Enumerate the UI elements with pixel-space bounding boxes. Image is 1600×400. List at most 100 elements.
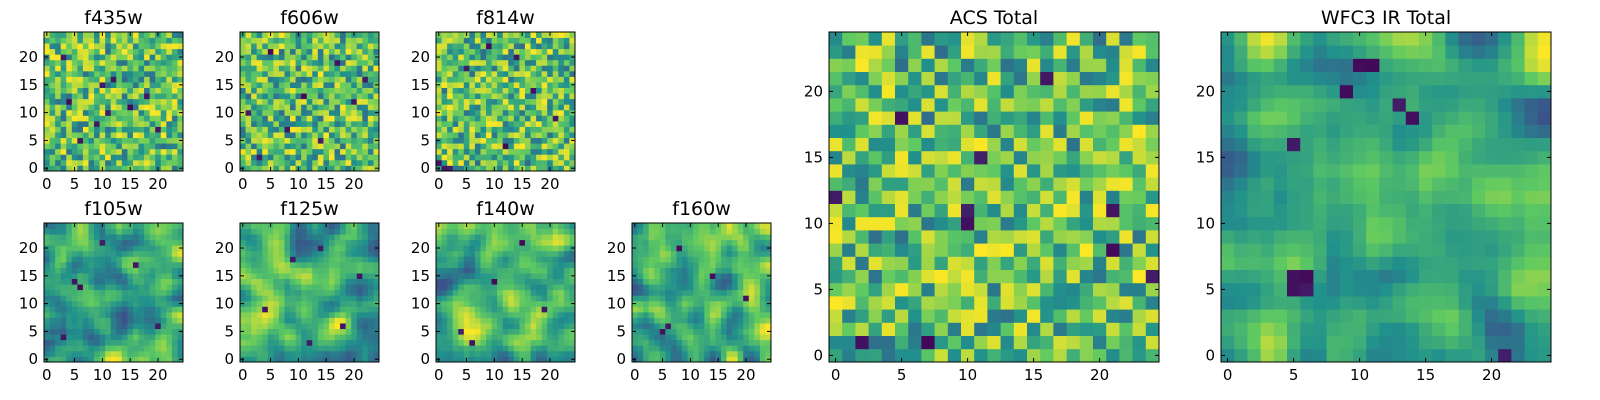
heatmap-cell	[312, 148, 319, 155]
heatmap-cell	[373, 228, 380, 235]
heatmap-cell	[709, 273, 716, 279]
heatmap-cell	[362, 300, 369, 307]
heatmap-cell	[160, 76, 167, 83]
heatmap-cell	[530, 159, 537, 166]
heatmap-cell	[637, 350, 644, 357]
heatmap-cell	[306, 126, 313, 133]
heatmap-cell	[262, 65, 269, 72]
heatmap-cell	[1027, 335, 1041, 350]
heatmap-cell	[463, 300, 470, 307]
heatmap-cell	[693, 284, 700, 291]
heatmap-cell	[452, 159, 459, 166]
heatmap-cell	[171, 245, 178, 252]
heatmap-cell	[284, 65, 291, 72]
heatmap-cell	[278, 109, 285, 116]
heatmap-cell	[301, 356, 308, 363]
heatmap-cell	[306, 267, 313, 274]
heatmap-cell	[563, 278, 570, 285]
heatmap-cell	[132, 120, 139, 127]
heatmap-cell	[558, 54, 565, 61]
heatmap-cell	[121, 273, 128, 279]
heatmap-cell	[1027, 190, 1041, 204]
heatmap-cell	[563, 98, 570, 105]
heatmap-cell	[49, 267, 56, 274]
heatmap-cell	[452, 284, 459, 291]
heatmap-cell	[491, 295, 498, 302]
heatmap-cell	[77, 120, 84, 127]
heatmap-cell	[71, 104, 78, 111]
heatmap-cell	[715, 300, 722, 307]
heatmap-cell	[66, 48, 73, 55]
heatmap-cell	[748, 256, 755, 263]
heatmap-cell	[99, 278, 106, 285]
heatmap-cell	[278, 267, 285, 274]
heatmap-cell	[273, 165, 280, 172]
heatmap-cell	[149, 311, 156, 318]
heatmap-cell	[754, 300, 761, 307]
heatmap-cell	[295, 87, 302, 94]
heatmap-cell	[240, 87, 246, 94]
heatmap-cell	[317, 295, 324, 302]
heatmap-cell	[659, 300, 666, 307]
heatmap-cell	[171, 159, 178, 166]
heatmap-cell	[306, 261, 313, 268]
heatmap-cell	[88, 323, 95, 330]
heatmap-cell	[284, 120, 291, 127]
heatmap-cell	[536, 356, 543, 363]
heatmap-cell	[709, 234, 716, 241]
x-tick-label: 5	[266, 175, 276, 193]
heatmap-cell	[149, 165, 156, 172]
heatmap-cell	[441, 328, 448, 335]
heatmap-cell	[340, 273, 347, 279]
heatmap-cell	[88, 115, 95, 122]
heatmap-cell	[908, 282, 922, 297]
heatmap-cell	[362, 120, 369, 127]
heatmap-cell	[541, 87, 548, 94]
heatmap-cell	[155, 289, 162, 296]
heatmap-cell	[284, 148, 291, 155]
heatmap-cell	[245, 154, 252, 161]
heatmap-cell	[116, 278, 123, 285]
heatmap-cell	[558, 323, 565, 330]
heatmap-cell	[177, 317, 184, 324]
heatmap-cell	[643, 317, 650, 324]
heatmap-cell	[502, 109, 509, 116]
heatmap-cell	[947, 230, 962, 244]
heatmap-cell	[127, 256, 134, 263]
heatmap-cell	[121, 234, 128, 241]
heatmap-cell	[491, 345, 498, 352]
heatmap-cell	[530, 334, 537, 341]
heatmap-cell	[637, 223, 644, 229]
y-tick-label: 0	[224, 350, 234, 368]
heatmap-cell	[748, 289, 755, 296]
heatmap-cell	[44, 126, 50, 133]
heatmap-cell	[1145, 177, 1160, 191]
heatmap-cell	[121, 228, 128, 235]
heatmap-cell	[240, 132, 246, 139]
heatmap-cell	[94, 37, 100, 44]
heatmap-cell	[278, 356, 285, 363]
heatmap-cell	[328, 126, 335, 133]
heatmap-cell	[480, 239, 487, 246]
heatmap-cell	[552, 70, 559, 77]
heatmap-cell	[328, 137, 335, 144]
heatmap-cell	[754, 317, 761, 324]
heatmap-cell	[654, 306, 661, 313]
heatmap-cell	[536, 48, 543, 55]
heatmap-cell	[149, 300, 156, 307]
heatmap-cell	[256, 48, 263, 55]
heatmap-cell	[458, 228, 465, 235]
heatmap-cell	[166, 115, 173, 122]
heatmap-cell	[49, 273, 56, 279]
heatmap-cell	[295, 289, 302, 296]
heatmap-cell	[240, 120, 246, 127]
heatmap-cell	[251, 356, 258, 363]
heatmap-cell	[569, 43, 576, 50]
heatmap-cell	[486, 273, 492, 279]
heatmap-cell	[367, 148, 374, 155]
heatmap-cell	[99, 93, 106, 100]
heatmap-cell	[502, 356, 509, 363]
heatmap-cell	[447, 65, 454, 72]
heatmap-cell	[1079, 282, 1094, 297]
heatmap-cell	[278, 154, 285, 161]
